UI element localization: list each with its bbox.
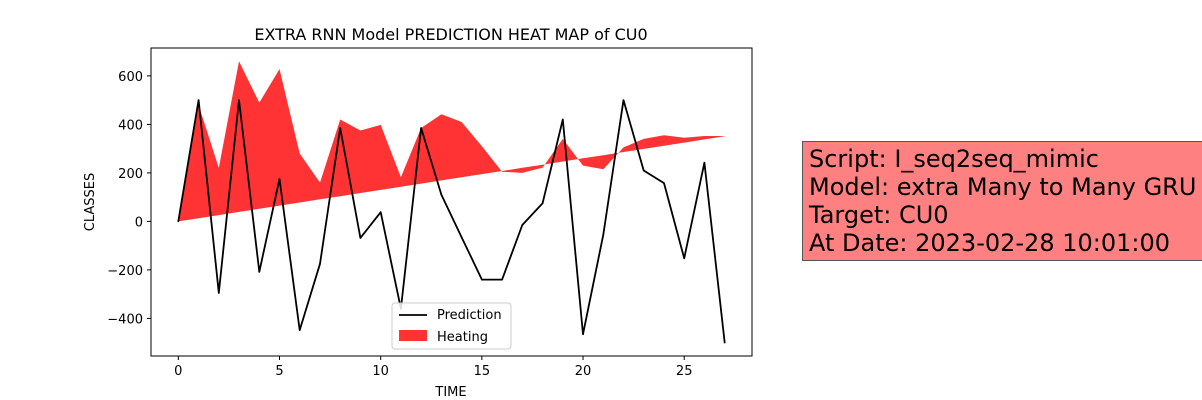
prediction-point: [663, 182, 665, 184]
x-axis-label: TIME: [434, 385, 466, 400]
chart-title: EXTRA RNN Model PREDICTION HEAT MAP of C…: [254, 25, 647, 44]
prediction-point: [602, 233, 605, 236]
prediction-point: [561, 118, 564, 121]
legend-heating-label: Heating: [437, 330, 488, 345]
prediction-point: [319, 263, 321, 265]
prediction-point: [622, 99, 625, 101]
prediction-point: [258, 271, 261, 273]
y-tick-label: −200: [107, 264, 143, 279]
prediction-point: [642, 169, 645, 172]
chart: EXTRA RNN Model PREDICTION HEAT MAP of C…: [83, 25, 753, 400]
prediction-point: [197, 99, 200, 101]
y-tick-label: 200: [118, 167, 143, 182]
prediction-point: [703, 161, 706, 164]
y-tick-label: −400: [107, 312, 143, 327]
plot-frame: [150, 47, 753, 357]
x-tick-label: 0: [174, 364, 182, 379]
prediction-point: [238, 99, 240, 101]
x-tick-label: 15: [474, 364, 491, 379]
y-tick-label: 400: [118, 118, 143, 133]
prediction-point: [521, 224, 524, 226]
prediction-point: [541, 202, 544, 205]
prediction-point: [501, 278, 503, 281]
prediction-point: [420, 127, 422, 129]
date-text: At Date: 2023-02-28 10:01:00: [809, 229, 1171, 257]
model-name-text: Model: extra Many to Many GRU: [809, 173, 1197, 201]
legend-prediction-label: Prediction: [437, 308, 502, 323]
prediction-point: [683, 257, 686, 260]
prediction-point: [440, 193, 443, 196]
legend: Prediction Heating: [391, 302, 512, 350]
prediction-point: [298, 329, 301, 331]
x-tick-label: 10: [372, 364, 389, 379]
y-tick-label: 0: [135, 215, 143, 230]
prediction-line: [177, 99, 726, 343]
prediction-point: [217, 292, 220, 294]
x-tick-label: 25: [676, 364, 693, 379]
script-info-box: Script: I_seq2seq_mimic Model: extra Man…: [802, 141, 1202, 261]
prediction-point: [723, 341, 726, 344]
legend-heating-swatch: [399, 330, 427, 341]
y-tick-label: 600: [118, 70, 143, 85]
prediction-point: [460, 236, 463, 238]
prediction-point: [177, 220, 180, 223]
heating-area: [178, 61, 725, 222]
x-tick-label: 5: [275, 364, 283, 379]
x-tick-label: 20: [575, 364, 592, 379]
prediction-point: [278, 178, 281, 180]
prediction-point: [379, 211, 382, 213]
prediction-point: [359, 237, 362, 239]
target-text: Target: CU0: [809, 201, 949, 229]
prediction-point: [582, 333, 584, 335]
script-name-text: Script: I_seq2seq_mimic: [809, 145, 1099, 173]
prediction-point: [481, 278, 483, 281]
prediction-point: [339, 127, 342, 129]
y-axis-label: CLASSES: [83, 173, 98, 231]
